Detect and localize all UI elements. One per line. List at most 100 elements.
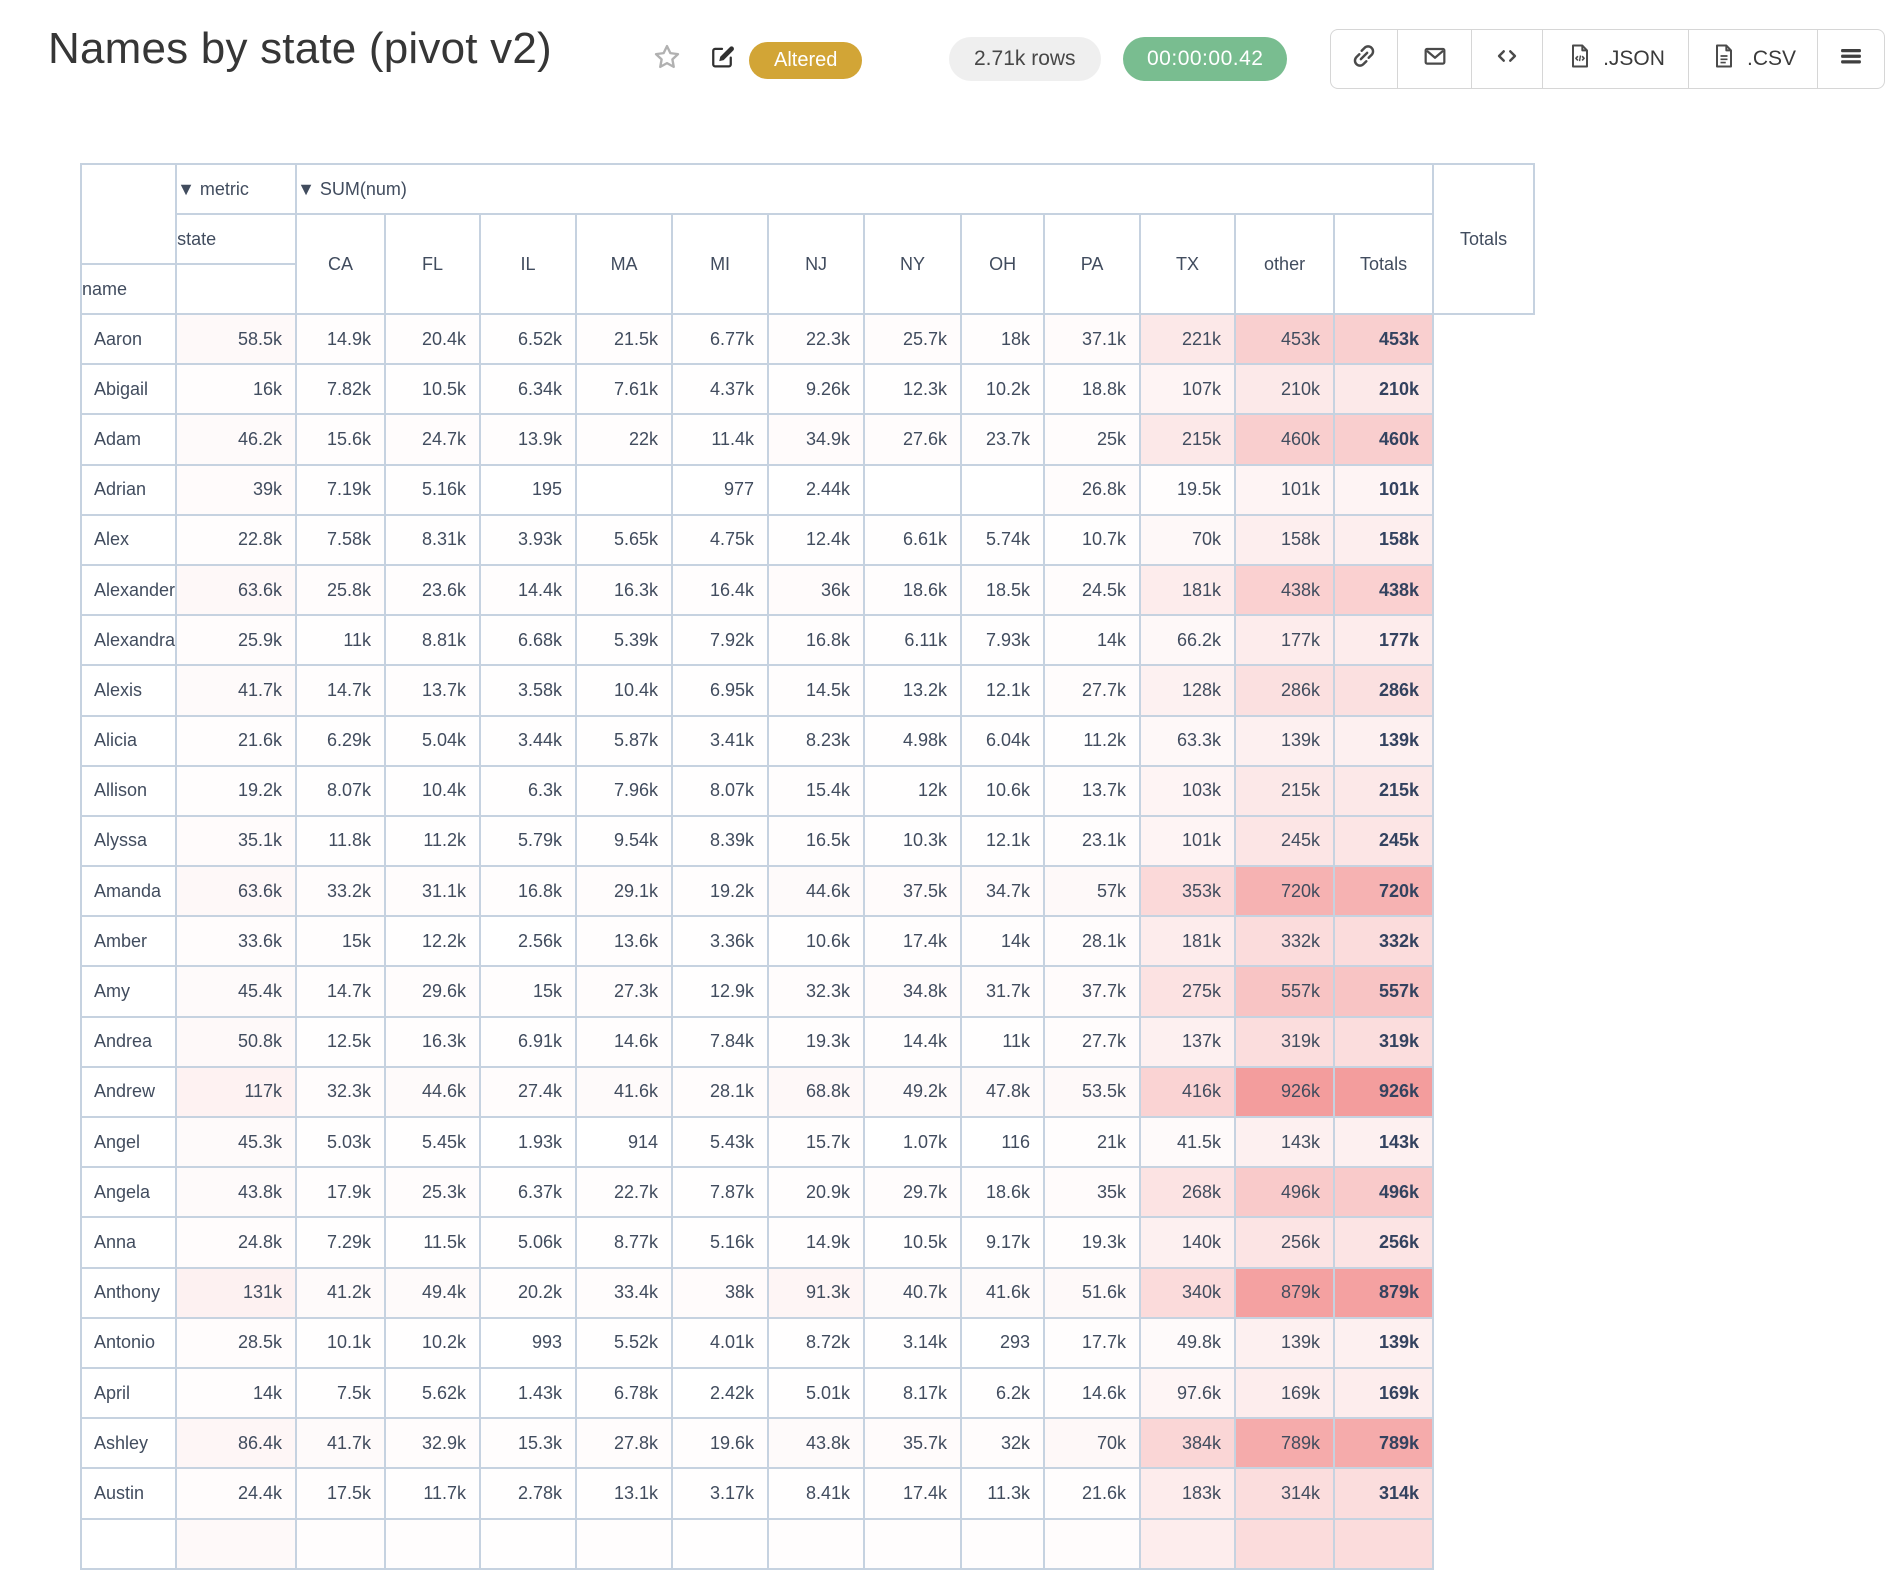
pivot-value-cell: 275k xyxy=(1139,965,1237,1018)
pivot-value-cell: 131k xyxy=(175,1266,298,1319)
pivot-value-cell: 6.61k xyxy=(863,513,963,566)
pivot-value-cell: 66.2k xyxy=(1139,614,1237,667)
pivot-value-cell: 25.8k xyxy=(295,563,387,617)
pivot-value-cell: 5.16k xyxy=(384,463,482,516)
pivot-value-cell: 11.7k xyxy=(384,1467,482,1520)
table-row: Amber 33.6k 15k 12.2k 2.56k 13.6k 3.36k 10.6k 17… xyxy=(79,915,1534,968)
pivot-value-cell: 10.2k xyxy=(384,1316,482,1369)
pivot-value-cell: 5.52k xyxy=(575,1316,674,1369)
pivot-value-cell: 16.4k xyxy=(671,563,770,617)
pivot-value-cell: 25.3k xyxy=(384,1166,482,1219)
row-name-cell: Angel xyxy=(79,1115,178,1169)
pivot-value-cell: 8.31k xyxy=(384,513,482,566)
pivot-value-cell: 32.9k xyxy=(384,1417,482,1470)
pivot-value-cell: 13.6k xyxy=(575,915,674,968)
pivot-value-cell: 6.34k xyxy=(479,363,578,416)
table-row: Alexander 63.6k 25.8k 23.6k 14.4k 16.3k 16.4k 3… xyxy=(79,563,1534,617)
pivot-value-cell: 19.2k xyxy=(175,764,298,817)
pivot-value-cell: 5.62k xyxy=(384,1366,482,1420)
pivot-value-cell: 16.3k xyxy=(575,563,674,617)
pivot-value-cell: 14.6k xyxy=(1043,1366,1142,1420)
pivot-value-cell: 10.1k xyxy=(295,1316,387,1369)
grand-total-cell: 789k xyxy=(1333,1417,1435,1470)
pivot-value-cell: 8.41k xyxy=(767,1467,866,1520)
menu-button[interactable] xyxy=(1817,30,1884,88)
grand-total-cell: 169k xyxy=(1333,1366,1435,1420)
pivot-value-cell: 12.1k xyxy=(960,814,1046,868)
pivot-value-cell: 31.7k xyxy=(960,965,1046,1018)
grand-total-cell: 101k xyxy=(1333,463,1435,516)
email-button[interactable] xyxy=(1397,30,1471,88)
pivot-value-cell: 37.5k xyxy=(863,865,963,918)
table-row: Alex 22.8k 7.58k 8.31k 3.93k 5.65k 4.75k 12.4k 6… xyxy=(79,513,1534,566)
pivot-value-cell: 23.1k xyxy=(1043,814,1142,868)
pivot-value-cell: 10.4k xyxy=(384,764,482,817)
pivot-value-cell: 27.8k xyxy=(575,1417,674,1470)
download-csv-button[interactable]: .CSV xyxy=(1688,30,1817,88)
grand-total-cell: 215k xyxy=(1333,764,1435,817)
pivot-value-cell: 57k xyxy=(1043,865,1142,918)
pivot-value-cell: 23.6k xyxy=(384,563,482,617)
pivot-value-cell: 438k xyxy=(1234,563,1336,617)
pivot-metric-dropdown[interactable]: ▼ metric xyxy=(175,163,298,215)
pivot-value-cell: 38k xyxy=(671,1266,770,1319)
pivot-value-cell: 453k xyxy=(1234,312,1336,366)
pivot-value-cell: 21.5k xyxy=(575,312,674,366)
query-page: { "header": { "title": "Names by state (… xyxy=(48,24,1885,1570)
pivot-value-cell: 32.3k xyxy=(767,965,866,1018)
column-header-oh: OH xyxy=(960,213,1046,315)
column-header-totals: Totals xyxy=(1333,213,1435,315)
column-header-tx: TX xyxy=(1139,213,1237,315)
pivot-value-cell: 16.8k xyxy=(479,865,578,918)
pivot-value-cell: 2.44k xyxy=(767,463,866,516)
pivot-value-cell: 10.7k xyxy=(1043,513,1142,566)
pivot-value-cell: 103k xyxy=(1139,764,1237,817)
toolbar: .JSON .CSV xyxy=(1330,29,1885,89)
pivot-value-cell: 24.5k xyxy=(1043,563,1142,617)
status-badge: Altered xyxy=(749,42,863,79)
column-header-il: IL xyxy=(479,213,578,315)
pivot-value-cell: 10.2k xyxy=(960,363,1046,416)
pivot-value-cell: 12k xyxy=(863,764,963,817)
pivot-value-cell: 19.3k xyxy=(767,1015,866,1068)
pivot-value-cell: 256k xyxy=(1234,1216,1336,1269)
pivot-value-cell: 10.5k xyxy=(863,1216,963,1269)
pivot-value-cell: 10.6k xyxy=(960,764,1046,817)
pivot-value-cell: 6.29k xyxy=(295,714,387,767)
pivot-value-cell: 293 xyxy=(960,1316,1046,1369)
pivot-value-cell: 45.3k xyxy=(175,1115,298,1169)
share-link-button[interactable] xyxy=(1331,30,1397,88)
pivot-value-cell: 50.8k xyxy=(175,1015,298,1068)
pivot-value-cell: 416k xyxy=(1139,1065,1237,1119)
row-name-cell: Andrew xyxy=(79,1065,178,1119)
link-icon xyxy=(1350,42,1378,76)
pivot-value-cell: 14k xyxy=(1043,614,1142,667)
pivot-value-cell: 7.82k xyxy=(295,363,387,416)
pivot-value-cell: 332k xyxy=(1234,915,1336,968)
pivot-value-cell: 5.74k xyxy=(960,513,1046,566)
pivot-value-cell: 53.5k xyxy=(1043,1065,1142,1119)
favorite-star-icon[interactable] xyxy=(652,42,682,72)
pivot-value-cell: 7.19k xyxy=(295,463,387,516)
pivot-value-cell: 169k xyxy=(1234,1366,1336,1420)
col-dimension-label: state xyxy=(175,213,298,265)
pivot-value-cell: 314k xyxy=(1234,1467,1336,1520)
pivot-value-cell: 27.7k xyxy=(1043,1015,1142,1068)
edit-icon[interactable] xyxy=(707,42,737,72)
pivot-value-cell: 28.1k xyxy=(1043,915,1142,968)
table-row: Angela 43.8k 17.9k 25.3k 6.37k 22.7k 7.87k 20.9… xyxy=(79,1166,1534,1219)
embed-code-button[interactable] xyxy=(1471,30,1542,88)
pivot-value-cell: 5.43k xyxy=(671,1115,770,1169)
column-header-fl: FL xyxy=(384,213,482,315)
download-json-button[interactable]: .JSON xyxy=(1542,30,1688,88)
pivot-value-cell: 8.07k xyxy=(671,764,770,817)
pivot-value-cell: 7.58k xyxy=(295,513,387,566)
pivot-value-cell: 18k xyxy=(960,312,1046,366)
pivot-value-cell: 34.7k xyxy=(960,865,1046,918)
column-header-ma: MA xyxy=(575,213,674,315)
pivot-value-cell: 5.39k xyxy=(575,614,674,667)
pivot-value-cell: 44.6k xyxy=(384,1065,482,1119)
pivot-aggregator-dropdown[interactable]: ▼ SUM(num) xyxy=(295,163,1435,215)
pivot-value-cell: 41.7k xyxy=(175,664,298,717)
pivot-value-cell: 18.6k xyxy=(863,563,963,617)
